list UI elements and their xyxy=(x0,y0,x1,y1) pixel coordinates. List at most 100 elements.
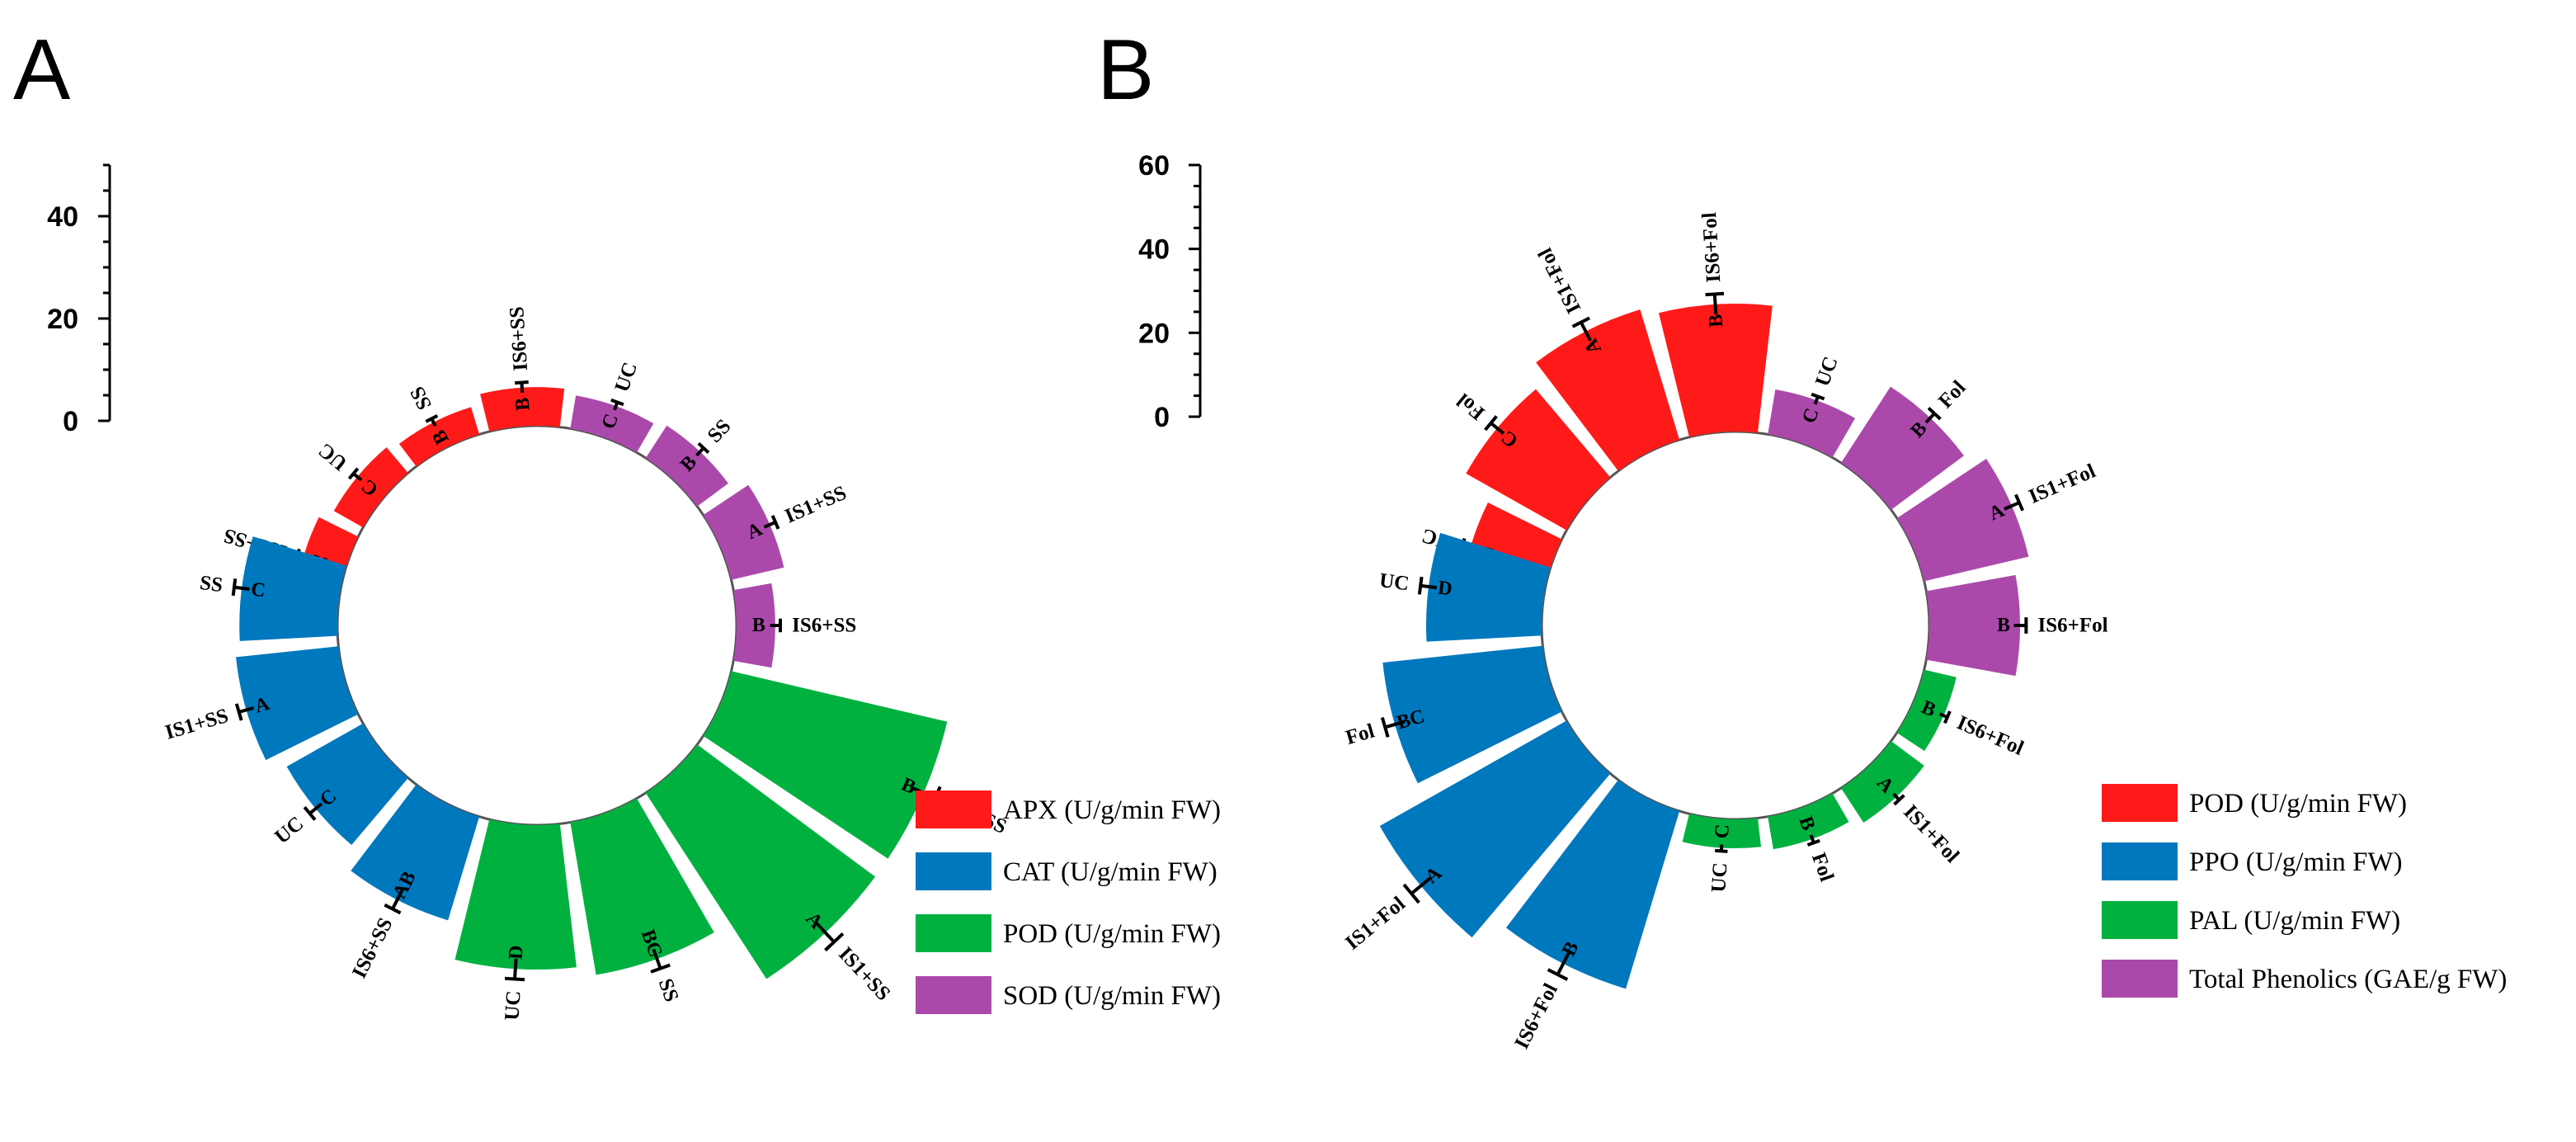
error-bar-cap xyxy=(1927,406,1942,421)
error-bar xyxy=(1579,321,1592,342)
error-bar-cap xyxy=(770,515,780,530)
bar-pod-u-g-min-fw-is1-ss xyxy=(645,744,876,979)
panel-b-legend: POD (U/g/min FW) PPO (U/g/min FW) PAL (U/g… xyxy=(2102,784,2507,998)
error-bar-cap xyxy=(303,805,317,821)
error-bar-cap xyxy=(650,963,671,974)
significance-letter: B xyxy=(1705,314,1727,328)
legend-label-apx-u-g-min-fw: APX (U/g/min FW) xyxy=(1003,795,1221,825)
error-bar-cap xyxy=(1943,710,1952,724)
bar-cat-u-g-min-fw-is1-ss xyxy=(236,646,359,761)
bar-pod-u-g-min-fw-fol xyxy=(1466,389,1611,531)
error-bar-cap xyxy=(1571,316,1590,328)
panel-a-legend: APX (U/g/min FW) CAT (U/g/min FW) POD (U/g… xyxy=(916,790,1221,1014)
category-label: IS1+Fol xyxy=(1534,244,1586,317)
bar-total-phenolics-gae-g-fw-is6-fol xyxy=(1926,574,2020,677)
category-label: SS xyxy=(704,415,736,447)
bar-pod-u-g-min-fw-ss xyxy=(570,798,714,975)
bar-pod-u-g-min-fw-is6-ss xyxy=(703,671,948,859)
error-bar xyxy=(1384,720,1406,729)
bar-ppo-u-g-min-fw-uc xyxy=(1426,532,1551,642)
significance-letter: D xyxy=(1437,578,1453,601)
bar-total-phenolics-gae-g-fw-fol xyxy=(1840,386,1964,510)
error-bar-cap xyxy=(1380,716,1390,738)
error-bar-cap xyxy=(2014,493,2025,512)
category-label: IS1+SS xyxy=(162,705,231,744)
category-label: IS6+Fol xyxy=(1953,711,2027,760)
error-bar-cap xyxy=(1893,794,1905,806)
significance-letter: C xyxy=(1712,823,1734,839)
error-bar-cap xyxy=(1715,848,1728,853)
y-tick-label: 20 xyxy=(1138,318,1170,349)
error-bar-cap xyxy=(1417,576,1424,595)
error-bar-cap xyxy=(425,414,439,423)
bar-pod-u-g-min-fw-uc xyxy=(454,819,577,970)
significance-letter: B xyxy=(752,615,765,636)
error-bar xyxy=(391,890,404,910)
panel-letter-a: A xyxy=(13,22,71,118)
error-bar-cap xyxy=(1806,838,1820,847)
y-tick-label: 0 xyxy=(1154,402,1170,433)
error-bar xyxy=(652,948,662,970)
category-label: IS6+Fol xyxy=(2038,615,2108,637)
bar-total-phenolics-gae-g-fw-uc xyxy=(1768,389,1855,458)
legend-label-sod-u-g-min-fw: SOD (U/g/min FW) xyxy=(1003,981,1221,1011)
error-bar xyxy=(1556,951,1571,976)
legend-swatch-pod-u-g-min-fw xyxy=(2102,784,2178,822)
bar-apx-u-g-min-fw-ss xyxy=(398,407,480,467)
category-label: Fol xyxy=(1453,389,1489,424)
category-label: IS1+Fol xyxy=(1899,800,1963,867)
category-label: UC xyxy=(610,360,642,395)
legend-swatch-pal-u-g-min-fw xyxy=(2102,901,2178,939)
y-tick-label: 60 xyxy=(1138,150,1170,182)
bar-sod-u-g-min-fw-is1-ss xyxy=(703,484,784,580)
bar-apx-u-g-min-fw-uc xyxy=(333,447,408,528)
category-label: SS xyxy=(406,383,436,413)
category-label: Fol xyxy=(1934,376,1970,413)
error-bar-cap xyxy=(610,398,624,407)
category-label: UC xyxy=(501,990,525,1022)
category-label: Fol xyxy=(1344,720,1377,749)
legend-label-pal-u-g-min-fw: PAL (U/g/min FW) xyxy=(2189,906,2400,936)
bar-sod-u-g-min-fw-uc xyxy=(570,395,654,453)
category-label: Fol xyxy=(1807,850,1838,885)
legend-swatch-apx-u-g-min-fw xyxy=(916,790,991,828)
category-label: SS xyxy=(654,975,683,1004)
panel-b-yticks: 0 20 40 60 xyxy=(1138,150,1200,433)
error-bar xyxy=(1712,294,1718,315)
bar-ppo-u-g-min-fw-is1-fol xyxy=(1379,720,1611,938)
category-label: UC xyxy=(1811,354,1843,389)
panel-b-bars: DUCCFolAIS1+FolBIS6+FolCUCBFolAIS1+FolBI… xyxy=(1341,211,2108,1052)
category-label: IS1+Fol xyxy=(2026,460,2099,508)
category-label: UC xyxy=(1378,569,1410,595)
error-bar-cap xyxy=(697,441,710,455)
error-bar xyxy=(1924,412,1936,424)
category-label: IS6+Fol xyxy=(1510,980,1562,1053)
error-bar xyxy=(1410,876,1432,895)
bar-apx-u-g-min-fw-is6-ss xyxy=(480,387,565,432)
category-label: IS1+SS xyxy=(782,482,850,528)
bar-pal-u-g-min-fw-is1-fol xyxy=(1840,741,1924,823)
legend-label-total-phenolics-gae-g-fw: Total Phenolics (GAE/g FW) xyxy=(2189,965,2507,994)
category-label: IS6+Fol xyxy=(1698,211,1725,283)
error-bar xyxy=(1490,422,1505,435)
legend-label-ppo-u-g-min-fw: PPO (U/g/min FW) xyxy=(2189,847,2403,877)
significance-letter: B xyxy=(512,397,535,412)
category-label: IS6+SS xyxy=(792,615,856,637)
error-bar-cap xyxy=(515,380,529,385)
bar-pod-u-g-min-fw-is1-fol xyxy=(1536,309,1680,471)
category-label: IS1+Fol xyxy=(1341,893,1410,955)
significance-letter: B xyxy=(1997,615,2010,636)
category-label: UC xyxy=(271,812,308,848)
error-bar-cap xyxy=(824,932,845,952)
error-bar-cap xyxy=(231,578,238,597)
bar-sod-u-g-min-fw-is6-ss xyxy=(733,583,775,668)
error-bar-cap xyxy=(1484,415,1498,432)
legend-label-cat-u-g-min-fw: CAT (U/g/min FW) xyxy=(1003,857,1217,887)
legend-swatch-sod-u-g-min-fw xyxy=(916,976,991,1014)
panel-a-bars: AIS1+SSCUCBSSBIS6+SSCUCBSSAIS1+SSBIS6+SS… xyxy=(162,306,1010,1022)
error-bar-cap xyxy=(1402,883,1420,904)
bar-cat-u-g-min-fw-is6-ss xyxy=(351,784,480,921)
